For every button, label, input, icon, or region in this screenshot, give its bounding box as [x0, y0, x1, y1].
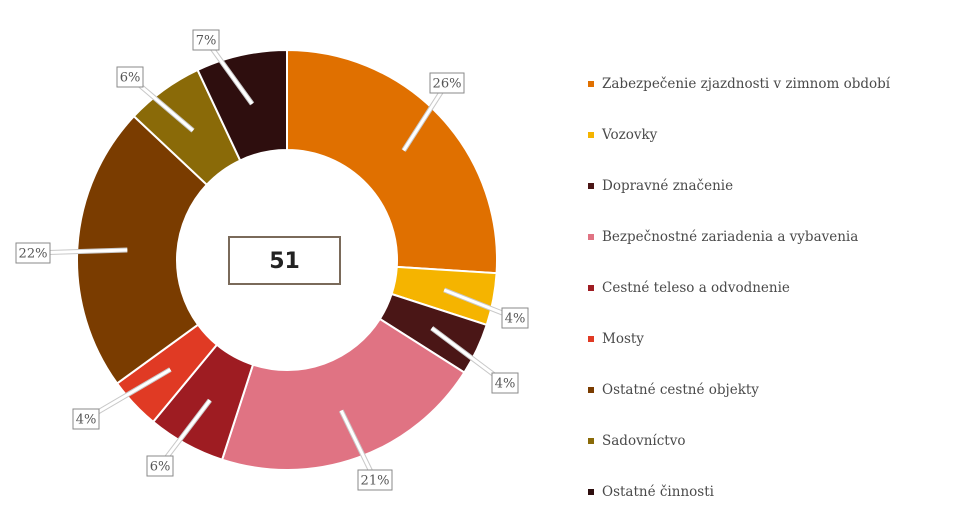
slice-7	[76, 114, 209, 385]
leader-line-4	[339, 409, 377, 481]
legend-label-3: Dopravné značenie	[602, 177, 734, 194]
legend-label-7: Ostatné cestné objekty	[602, 381, 759, 398]
leader-line-6	[85, 368, 172, 421]
data-label-box-5	[146, 455, 174, 477]
legend-item-3: Dopravné značenie	[588, 160, 958, 211]
data-label-8: 6%	[120, 71, 141, 86]
data-label-box-9	[192, 29, 220, 51]
chart-area: 26% 4% 4% 21% 6% 4% 22% 6% 7% 51 Zabezpečenie zj…	[15, 29, 890, 500]
leader-line-5	[158, 399, 212, 467]
data-label-2: 4%	[505, 312, 526, 327]
legend-swatch-4	[588, 233, 594, 240]
leader-line-9	[204, 39, 254, 105]
legend-item-7: Ostatné cestné objekty	[588, 364, 958, 415]
legend-swatch-1	[588, 80, 594, 87]
data-label-box-7	[15, 242, 51, 264]
data-label-1: 26%	[433, 77, 462, 92]
data-label-box-1	[429, 72, 465, 94]
data-label-box-2	[501, 307, 529, 329]
legend-swatch-6	[588, 335, 594, 342]
legend-item-1: Zabezpečenie zjazdnosti v zimnom období	[588, 58, 958, 109]
legend-label-2: Vozovky	[602, 126, 658, 143]
center-value: 51	[269, 249, 300, 274]
data-label-6: 4%	[76, 413, 97, 428]
legend-item-8: Sadovníctvo	[588, 415, 958, 466]
legend-label-4: Bezpečnostné zariadenia a vybavenia	[602, 228, 859, 245]
legend-label-6: Mosty	[602, 330, 644, 347]
center-value-box	[228, 236, 341, 285]
data-label-7: 22%	[19, 247, 48, 262]
legend-swatch-7	[588, 386, 594, 393]
legend-label-1: Zabezpečenie zjazdnosti v zimnom období	[602, 75, 891, 92]
slice-4	[220, 317, 466, 471]
legend-swatch-8	[588, 437, 594, 444]
legend-swatch-5	[588, 284, 594, 291]
legend-swatch-3	[588, 182, 594, 189]
legend-item-5: Cestné teleso a odvodnenie	[588, 262, 958, 313]
legend-item-4: Bezpečnostné zariadenia a vybavenia	[588, 211, 958, 262]
legend-swatch-2	[588, 131, 594, 138]
data-label-3: 4%	[495, 377, 516, 392]
data-label-9: 7%	[196, 34, 217, 49]
legend-item-6: Mosty	[588, 313, 958, 364]
legend: Zabezpečenie zjazdnosti v zimnom období V…	[588, 58, 958, 517]
data-label-box-3	[491, 372, 519, 394]
data-label-4: 21%	[361, 474, 390, 489]
data-label-box-8	[116, 66, 144, 88]
leader-line-1	[402, 82, 449, 152]
data-label-box-6	[72, 408, 100, 430]
data-label-5: 6%	[150, 460, 171, 475]
legend-label-8: Sadovníctvo	[602, 432, 686, 449]
slice-1	[286, 48, 498, 275]
data-label-box-4	[357, 469, 393, 491]
legend-label-5: Cestné teleso a odvodnenie	[602, 279, 790, 296]
legend-item-2: Vozovky	[588, 109, 958, 160]
donut-chart: 26% 4% 4% 21% 6% 4% 22% 6% 7% 51	[15, 29, 529, 491]
